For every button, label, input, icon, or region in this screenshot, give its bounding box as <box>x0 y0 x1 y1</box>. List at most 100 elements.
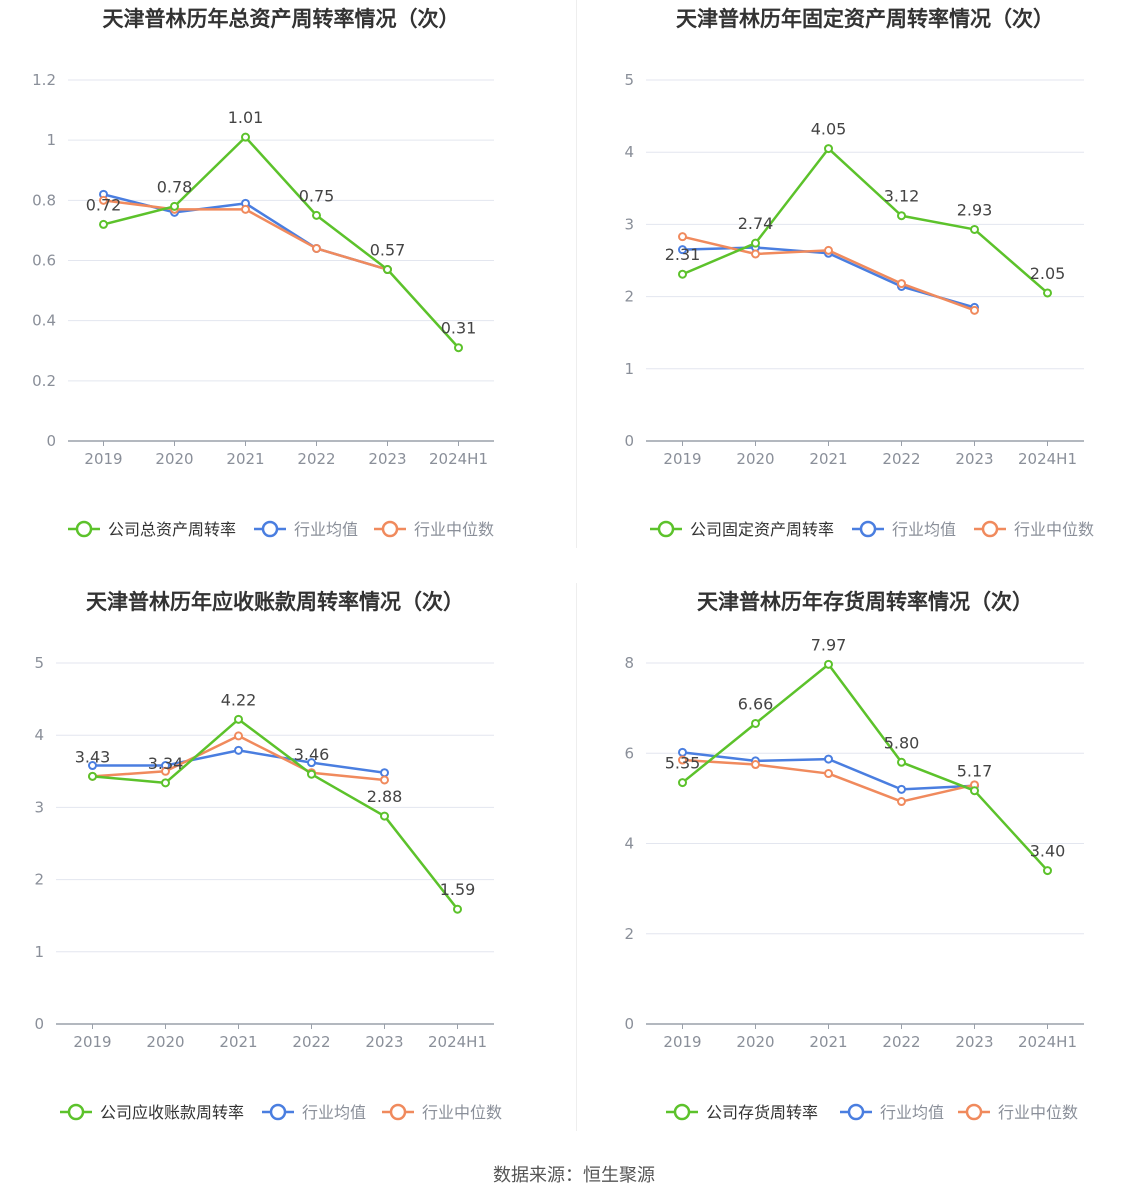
data-point-company[interactable] <box>678 269 687 279</box>
data-point-industry_avg[interactable] <box>897 784 906 794</box>
data-point-company[interactable] <box>1043 866 1052 876</box>
y-tick-label: 4 <box>624 143 634 161</box>
x-tick-label: 2019 <box>663 450 701 468</box>
y-tick-label: 5 <box>624 71 634 89</box>
chart-svg: 天津普林历年总资产周转率情况（次） 0 0.2 0.4 0.6 0.8 1 1.2 2019 20… <box>32 7 494 539</box>
chart-title: 天津普林历年应收账款周转率情况（次） <box>86 590 464 614</box>
data-point-industry_median[interactable] <box>241 204 250 214</box>
legend-item-industry_median[interactable]: 行业中位数 <box>958 1103 1078 1122</box>
data-label: 3.43 <box>75 747 111 766</box>
data-point-company[interactable] <box>241 132 250 142</box>
legend-item-industry_avg[interactable]: 行业均值 <box>262 1103 366 1122</box>
data-point-company[interactable] <box>751 718 760 728</box>
data-label: 6.66 <box>738 694 774 713</box>
data-point-industry_median[interactable] <box>897 279 906 289</box>
data-point-industry_median[interactable] <box>234 731 243 741</box>
data-label: 0.57 <box>370 241 406 260</box>
x-tick-label: 2021 <box>809 450 847 468</box>
y-tick-label: 4 <box>624 835 634 853</box>
x-tick-label: 2021 <box>219 1033 257 1051</box>
data-point-industry_median[interactable] <box>99 195 108 205</box>
data-point-company[interactable] <box>99 219 108 229</box>
data-point-industry_avg[interactable] <box>307 758 316 768</box>
x-tick-label: 2019 <box>663 1033 701 1051</box>
data-point-industry_median[interactable] <box>161 766 170 776</box>
data-point-industry_median[interactable] <box>380 775 389 785</box>
data-label: 3.40 <box>1030 842 1066 861</box>
legend-label: 行业中位数 <box>414 520 494 539</box>
data-point-company[interactable] <box>234 714 243 724</box>
series-line-company <box>103 135 460 349</box>
chart-svg: 天津普林历年应收账款周转率情况（次） 0 1 2 3 4 5 2019 2020 2021 2022… <box>34 590 502 1122</box>
data-point-industry_median[interactable] <box>897 797 906 807</box>
data-point-company[interactable] <box>312 210 321 220</box>
data-point-industry_median[interactable] <box>824 245 833 255</box>
legend-marker-icon <box>981 520 999 538</box>
data-point-company[interactable] <box>678 778 687 788</box>
data-point-industry_median[interactable] <box>312 243 321 253</box>
legend-item-company[interactable]: 公司总资产周转率 <box>68 520 236 539</box>
x-tick-label: 2024H1 <box>1018 450 1077 468</box>
legend-item-company[interactable]: 公司应收账款周转率 <box>60 1103 244 1122</box>
legend-item-industry_median[interactable]: 行业中位数 <box>382 1103 502 1122</box>
data-point-company[interactable] <box>970 786 979 796</box>
data-label: 2.88 <box>367 787 403 806</box>
data-point-company[interactable] <box>454 343 463 353</box>
x-tick-label: 2022 <box>297 450 335 468</box>
legend-item-industry_median[interactable]: 行业中位数 <box>974 520 1094 539</box>
y-tick-label: 1 <box>46 131 56 149</box>
legend-item-industry_avg[interactable]: 行业均值 <box>852 520 956 539</box>
data-label: 5.35 <box>665 754 701 773</box>
legend-label: 公司存货周转率 <box>706 1103 818 1122</box>
data-point-company[interactable] <box>380 811 389 821</box>
y-tick-label: 1.2 <box>32 71 56 89</box>
y-tick-label: 2 <box>34 871 44 889</box>
legend-item-industry_avg[interactable]: 行业均值 <box>840 1103 944 1122</box>
y-tick-label: 0.6 <box>32 252 56 270</box>
data-point-company[interactable] <box>897 211 906 221</box>
data-point-industry_median[interactable] <box>824 769 833 779</box>
data-point-industry_median[interactable] <box>678 232 687 242</box>
data-point-industry_avg[interactable] <box>678 245 687 255</box>
data-point-company[interactable] <box>1043 288 1052 298</box>
data-point-industry_avg[interactable] <box>88 761 97 771</box>
series-line-company <box>681 663 1049 872</box>
data-point-industry_avg[interactable] <box>380 768 389 778</box>
chart-panel: 天津普林历年固定资产周转率情况（次） 0 1 2 3 4 5 2019 2020 2021 2022… <box>574 0 1148 583</box>
data-point-company[interactable] <box>170 201 179 211</box>
data-point-industry_median[interactable] <box>678 755 687 765</box>
data-label: 5.80 <box>884 733 920 752</box>
data-point-company[interactable] <box>897 757 906 767</box>
data-point-industry_median[interactable] <box>751 760 760 770</box>
data-point-company[interactable] <box>751 238 760 248</box>
data-point-industry_avg[interactable] <box>824 754 833 764</box>
data-point-company[interactable] <box>824 144 833 154</box>
x-tick-label: 2024H1 <box>1018 1033 1077 1051</box>
data-point-company[interactable] <box>824 659 833 669</box>
data-point-industry_median[interactable] <box>970 305 979 315</box>
data-point-company[interactable] <box>161 778 170 788</box>
legend-label: 行业中位数 <box>998 1103 1078 1122</box>
data-label: 3.12 <box>884 187 920 206</box>
legend-item-company[interactable]: 公司固定资产周转率 <box>650 520 834 539</box>
legend-marker-icon <box>965 1103 983 1121</box>
legend-item-industry_median[interactable]: 行业中位数 <box>374 520 494 539</box>
x-tick-label: 2022 <box>882 1033 920 1051</box>
data-point-company[interactable] <box>307 769 316 779</box>
legend-label: 行业中位数 <box>422 1103 502 1122</box>
data-label: 2.93 <box>957 200 993 219</box>
data-point-company[interactable] <box>453 904 462 914</box>
x-tick-label: 2023 <box>368 450 406 468</box>
data-point-company[interactable] <box>383 265 392 275</box>
data-point-company[interactable] <box>88 771 97 781</box>
y-tick-label: 2 <box>624 925 634 943</box>
legend-marker-icon <box>389 1103 407 1121</box>
y-tick-label: 0 <box>624 1015 634 1033</box>
data-point-industry_median[interactable] <box>751 249 760 259</box>
data-point-industry_avg[interactable] <box>234 745 243 755</box>
legend-item-company[interactable]: 公司存货周转率 <box>666 1103 818 1122</box>
legend-item-industry_avg[interactable]: 行业均值 <box>254 520 358 539</box>
data-point-company[interactable] <box>970 224 979 234</box>
series-line-industry_median <box>682 758 975 803</box>
chart-title: 天津普林历年总资产周转率情况（次） <box>103 7 460 31</box>
